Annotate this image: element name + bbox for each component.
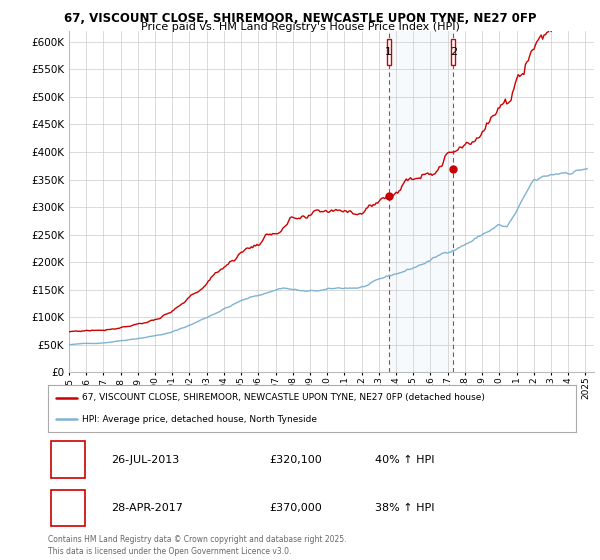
Text: 67, VISCOUNT CLOSE, SHIREMOOR, NEWCASTLE UPON TYNE, NE27 0FP: 67, VISCOUNT CLOSE, SHIREMOOR, NEWCASTLE… — [64, 12, 536, 25]
Bar — [387, 39, 391, 65]
Text: 2: 2 — [64, 501, 71, 515]
Text: £370,000: £370,000 — [270, 503, 323, 513]
Bar — [50, 489, 85, 526]
Text: 40% ↑ HPI: 40% ↑ HPI — [376, 455, 435, 465]
Text: 1: 1 — [385, 47, 392, 57]
Text: 67, VISCOUNT CLOSE, SHIREMOOR, NEWCASTLE UPON TYNE, NE27 0FP (detached house): 67, VISCOUNT CLOSE, SHIREMOOR, NEWCASTLE… — [82, 393, 485, 402]
Bar — [451, 39, 455, 65]
Text: 1: 1 — [64, 453, 71, 466]
Text: 38% ↑ HPI: 38% ↑ HPI — [376, 503, 435, 513]
Text: Contains HM Land Registry data © Crown copyright and database right 2025.
This d: Contains HM Land Registry data © Crown c… — [48, 535, 347, 556]
Text: Price paid vs. HM Land Registry's House Price Index (HPI): Price paid vs. HM Land Registry's House … — [140, 22, 460, 32]
Bar — [50, 441, 85, 478]
Text: HPI: Average price, detached house, North Tyneside: HPI: Average price, detached house, Nort… — [82, 415, 317, 424]
Text: 26-JUL-2013: 26-JUL-2013 — [112, 455, 179, 465]
Text: 2: 2 — [450, 47, 457, 57]
Text: 28-APR-2017: 28-APR-2017 — [112, 503, 183, 513]
Text: £320,100: £320,100 — [270, 455, 323, 465]
Bar — [389, 31, 454, 372]
